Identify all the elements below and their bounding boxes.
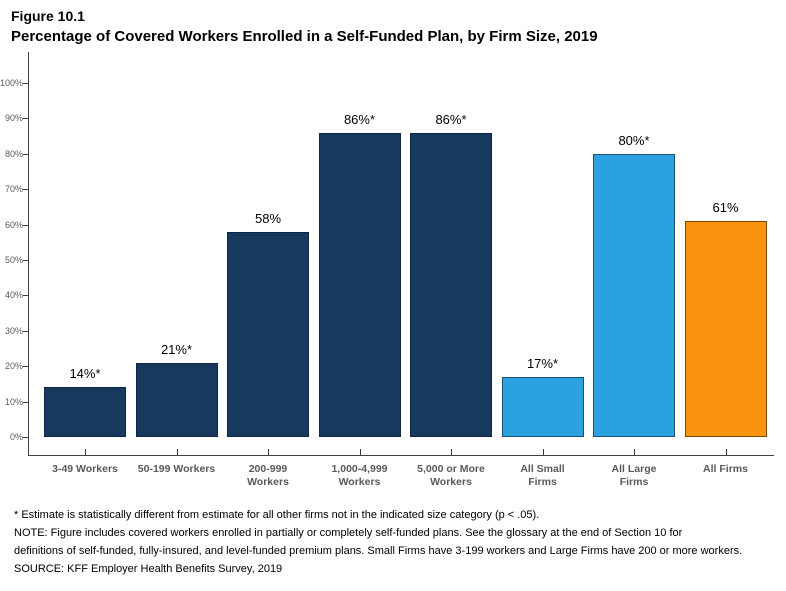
x-axis-label: All Small Firms bbox=[496, 463, 590, 489]
y-axis-tick bbox=[23, 330, 28, 332]
bar-1-000-4-999-workers bbox=[318, 132, 401, 437]
x-axis-tick bbox=[542, 449, 544, 455]
y-axis-line bbox=[28, 52, 29, 455]
y-axis-tick bbox=[23, 83, 28, 84]
x-axis-label: All Large Firms bbox=[587, 463, 681, 489]
x-axis-label: All Firms bbox=[679, 463, 773, 476]
footnotes: * Estimate is statistically different fr… bbox=[14, 506, 742, 578]
x-axis-tick bbox=[268, 449, 269, 455]
footnote-source: SOURCE: KFF Employer Health Benefits Sur… bbox=[14, 563, 283, 575]
y-axis-tick bbox=[23, 366, 28, 368]
y-axis-label: 90% bbox=[4, 113, 23, 124]
y-axis-label: 80% bbox=[4, 148, 23, 159]
x-axis-label: 5,000 or More Workers bbox=[404, 463, 498, 489]
y-axis-label: 10% bbox=[4, 396, 23, 407]
y-axis-label: 60% bbox=[4, 219, 23, 230]
bar-value-label: 58% bbox=[254, 210, 282, 226]
footnote-asterisk: * Estimate is statistically different fr… bbox=[14, 509, 540, 521]
x-axis-label-line: All Large bbox=[611, 463, 657, 475]
y-axis-tick bbox=[23, 224, 28, 226]
footnote-note-line-2: definitions of self-funded, fully-insure… bbox=[14, 545, 743, 557]
x-axis-label-line: 1,000-4,999 bbox=[331, 463, 388, 475]
figure-number: Figure 10.1 bbox=[11, 8, 85, 24]
y-axis-label: 30% bbox=[4, 325, 23, 336]
y-axis-tick bbox=[23, 153, 28, 155]
bar-50-199-workers bbox=[135, 362, 218, 437]
bar-value-label: 80%* bbox=[618, 132, 650, 148]
x-axis-label: 200-999 Workers bbox=[221, 463, 315, 489]
x-axis-label-line: 200-999 bbox=[248, 463, 288, 475]
bar-5-000-or-more-workers bbox=[410, 132, 492, 437]
x-axis-tick bbox=[359, 449, 361, 455]
bar-all-small-firms bbox=[501, 376, 584, 437]
bar-value-label: 14%* bbox=[69, 366, 101, 382]
x-axis-tick bbox=[451, 449, 452, 455]
x-axis-label-line: 50-199 Workers bbox=[137, 463, 216, 475]
x-axis-line bbox=[28, 455, 774, 456]
bar-value-label: 21%* bbox=[160, 341, 193, 357]
y-axis-tick bbox=[23, 260, 28, 261]
x-axis-tick bbox=[176, 449, 178, 455]
y-axis-tick bbox=[23, 437, 28, 438]
y-axis-label: 40% bbox=[4, 290, 23, 301]
y-axis-label: 0% bbox=[9, 432, 23, 442]
bar-value-label: 61% bbox=[712, 200, 739, 216]
bar-all-firms bbox=[684, 221, 767, 437]
x-axis-label-line: Firms bbox=[528, 476, 557, 488]
x-axis-label-line: All Small bbox=[520, 463, 565, 475]
x-axis-label-line: Firms bbox=[619, 476, 649, 488]
y-axis-tick bbox=[23, 295, 28, 297]
bar-3-49-workers bbox=[44, 387, 126, 437]
y-axis-label: 100% bbox=[0, 78, 23, 88]
x-axis-label: 50-199 Workers bbox=[130, 463, 224, 476]
x-axis-label: 1,000-4,999 Workers bbox=[313, 463, 407, 489]
x-axis-label-line: 3-49 Workers bbox=[52, 463, 118, 475]
x-axis-label-line: All Firms bbox=[703, 463, 748, 475]
bar-value-label: 86%* bbox=[435, 111, 467, 127]
x-axis-label: 3-49 Workers bbox=[38, 463, 132, 476]
bar-200-999-workers bbox=[227, 231, 309, 437]
footnote-note-line-1: NOTE: Figure includes covered workers en… bbox=[14, 527, 683, 539]
bar-value-label: 86%* bbox=[343, 111, 376, 127]
y-axis-label: 70% bbox=[4, 184, 23, 195]
x-axis-label-line: 5,000 or More bbox=[417, 463, 485, 475]
bar-value-label: 17%* bbox=[526, 355, 559, 371]
x-axis-label-line: Workers bbox=[430, 476, 472, 488]
y-axis-tick bbox=[23, 401, 28, 403]
x-axis-tick bbox=[634, 449, 635, 455]
y-axis-label: 20% bbox=[4, 361, 23, 372]
y-axis-tick bbox=[23, 189, 28, 191]
x-axis-tick bbox=[725, 449, 727, 455]
x-axis-label-line: Workers bbox=[247, 476, 289, 488]
figure-title: Percentage of Covered Workers Enrolled i… bbox=[11, 28, 598, 45]
y-axis-label: 50% bbox=[4, 255, 23, 265]
y-axis-tick bbox=[23, 118, 28, 120]
x-axis-label-line: Workers bbox=[338, 476, 381, 488]
bar-all-large-firms bbox=[593, 153, 675, 437]
x-axis-tick bbox=[85, 449, 86, 455]
